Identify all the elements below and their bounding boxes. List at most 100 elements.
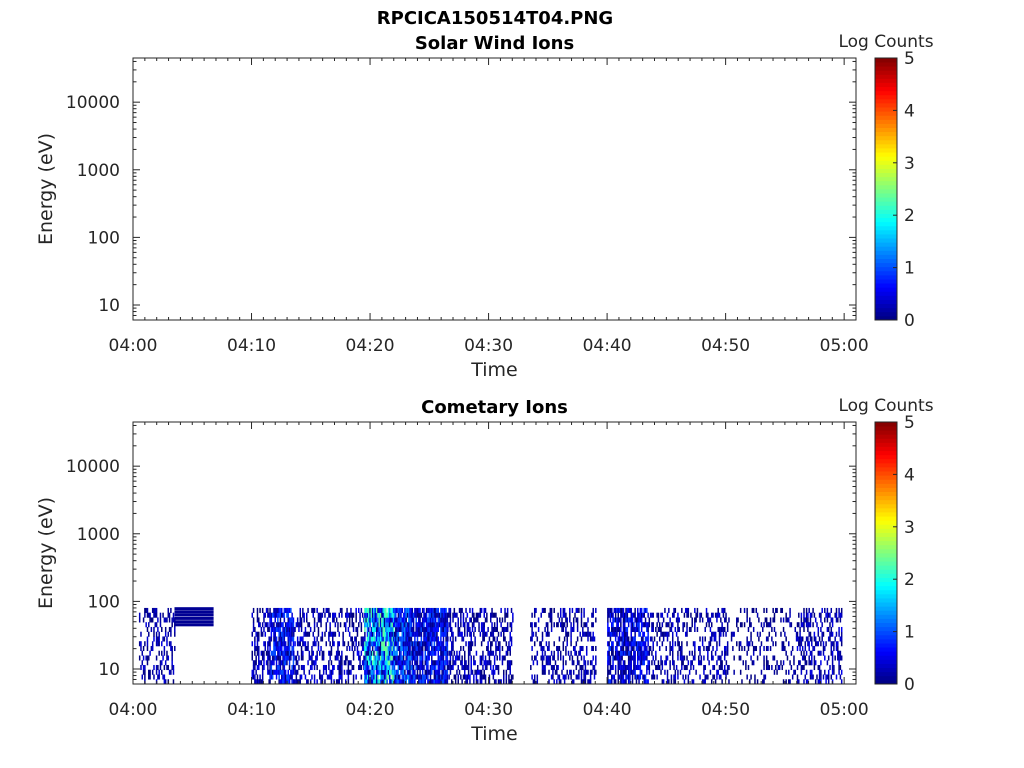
spectrogram-cell — [629, 660, 631, 666]
spectrogram-cell — [386, 660, 388, 666]
spectrogram-cell — [550, 607, 553, 613]
spectrogram-cell — [391, 636, 394, 642]
spectrogram-cell — [393, 617, 396, 623]
spectrogram-cell — [562, 612, 565, 618]
colorbar-segment — [875, 512, 897, 517]
spectrogram-cell — [434, 612, 437, 618]
spectrogram-cell — [575, 617, 578, 623]
spectrogram-cell — [463, 631, 466, 637]
spectrogram-cell — [432, 612, 434, 618]
colorbar-segment — [875, 299, 897, 305]
spectrogram-cell — [281, 674, 283, 680]
spectrogram-cell — [375, 636, 378, 642]
spectrogram-cell — [626, 650, 629, 656]
spectrogram-cell — [621, 612, 623, 618]
spectrogram-cell — [631, 674, 634, 680]
spectrogram-cell — [307, 622, 309, 628]
spectrogram-cell — [488, 674, 491, 680]
spectrogram-cell — [838, 664, 840, 671]
spectrogram-cell — [174, 626, 176, 633]
spectrogram-cell — [433, 631, 436, 637]
spectrogram-cell — [283, 645, 286, 652]
spectrogram-cell — [495, 626, 497, 633]
spectrogram-cell — [536, 636, 539, 642]
spectrogram-cell — [830, 641, 833, 647]
spectrogram-cell — [395, 655, 397, 661]
spectrogram-cell — [390, 622, 392, 628]
spectrogram-cell — [307, 645, 309, 652]
spectrogram-cell — [325, 664, 328, 671]
spectrogram-cell — [409, 626, 411, 633]
spectrogram-cell — [638, 622, 640, 628]
spectrogram-cell — [412, 641, 415, 647]
spectrogram-cell — [798, 660, 800, 666]
spectrogram-cell — [255, 631, 257, 637]
spectrogram-cell — [142, 645, 145, 652]
spectrogram-cell — [557, 650, 559, 656]
spectrogram-cell — [317, 612, 320, 618]
spectrogram-cell — [629, 664, 631, 671]
spectrogram-cell — [799, 631, 801, 637]
spectrogram-cell — [330, 669, 333, 675]
spectrogram-cell — [382, 669, 384, 675]
spectrogram-cell — [436, 645, 438, 652]
spectrogram-cell — [716, 645, 718, 652]
spectrogram-cell — [773, 669, 776, 675]
colorbar-segment — [875, 258, 897, 264]
y-tick-label: 100 — [88, 592, 120, 612]
spectrogram-cell — [621, 655, 623, 661]
spectrogram-cell — [584, 660, 587, 666]
spectrogram-cell — [474, 626, 476, 633]
spectrogram-cell — [387, 669, 390, 675]
spectrogram-cell — [448, 622, 450, 628]
spectrogram-cell — [330, 650, 333, 656]
spectrogram-cell — [508, 660, 510, 666]
spectrogram-cell — [582, 631, 584, 637]
spectrogram-cell — [694, 617, 696, 623]
spectrogram-cell — [697, 645, 700, 652]
spectrogram-cell — [370, 641, 373, 647]
spectrogram-cell — [258, 660, 260, 666]
spectrogram-cell — [275, 641, 278, 647]
spectrogram-cell — [391, 660, 394, 666]
colorbar-segment — [875, 434, 897, 439]
spectrogram-cell — [583, 622, 585, 628]
spectrogram-cell — [429, 674, 432, 680]
spectrogram-cell — [669, 641, 671, 647]
spectrogram-cell — [677, 674, 679, 680]
spectrogram-cell — [798, 641, 800, 647]
spectrogram-cell — [405, 674, 407, 680]
colorbar-segment — [875, 540, 897, 546]
spectrogram-cell — [726, 669, 729, 675]
spectrogram-cell — [382, 674, 384, 680]
colorbar-segment — [875, 638, 897, 644]
spectrogram-cell — [655, 626, 657, 633]
spectrogram-cell — [302, 636, 304, 642]
spectrogram-cell — [337, 645, 339, 652]
spectrogram-cell — [333, 631, 335, 637]
spectrogram-cell — [274, 641, 276, 647]
spectrogram-cell — [506, 650, 509, 656]
spectrogram-cell — [256, 641, 259, 647]
spectrogram-cell — [647, 636, 649, 642]
spectrogram-cell — [470, 645, 472, 652]
spectrogram-cell — [281, 645, 283, 652]
spectrogram-cell — [811, 650, 813, 656]
spectrogram-cell — [647, 622, 649, 628]
spectrogram-cell — [582, 679, 584, 685]
spectrogram-cell — [363, 664, 365, 671]
spectrogram-cell — [814, 641, 817, 647]
spectrogram-cell — [450, 631, 453, 637]
spectrogram-cell — [508, 679, 510, 685]
spectrogram-cell — [621, 669, 623, 675]
spectrogram-cell — [504, 607, 506, 613]
spectrogram-cell — [666, 636, 669, 642]
spectrogram-cell — [452, 641, 454, 647]
spectrogram-cell — [460, 612, 462, 618]
spectrogram-cell — [444, 607, 446, 613]
spectrogram-cell — [172, 664, 175, 671]
spectrogram-cell — [391, 617, 394, 623]
colorbar-segment — [875, 663, 897, 669]
spectrogram-cell — [423, 612, 425, 618]
spectrogram-cell — [258, 631, 260, 637]
